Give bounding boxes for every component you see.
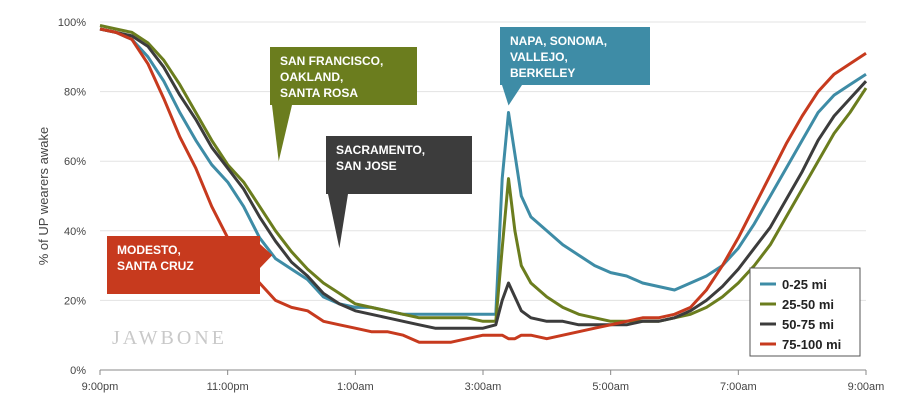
callout-label: VALLEJO, <box>510 50 568 64</box>
legend: 0-25 mi 25-50 mi 50-75 mi 75-100 mi <box>749 267 861 357</box>
callout-label: OAKLAND, <box>280 70 343 84</box>
x-tick-label: 11:00pm <box>207 381 249 393</box>
callout-3: NAPA, SONOMA, VALLEJO, BERKELEY <box>500 27 650 106</box>
x-tick-label: 1:00am <box>337 381 374 393</box>
jawbone-watermark: JAWBONE <box>112 327 227 349</box>
callouts: SAN FRANCISCO, OAKLAND, SANTA ROSA SACRAMEN… <box>107 27 650 294</box>
callout-box <box>107 236 260 294</box>
y-tick-label: 80% <box>64 87 86 99</box>
series-line-50-75mi <box>99 27 868 330</box>
y-tick-label: 0% <box>70 365 86 377</box>
callout-pointer <box>272 105 292 162</box>
callout-box <box>326 136 472 194</box>
callout-pointer <box>502 85 522 106</box>
x-tick-label: 5:00am <box>592 381 629 393</box>
legend-label: 25-50 mi <box>782 297 834 312</box>
callout-label: SANTA ROSA <box>280 86 358 100</box>
y-tick-label: 40% <box>64 226 86 238</box>
callout-label: NAPA, SONOMA, <box>510 34 607 48</box>
callout-label: MODESTO, <box>117 243 181 257</box>
callout-box <box>270 47 417 105</box>
y-axis-label: % of UP wearers awake <box>36 127 51 266</box>
y-tick-label: 20% <box>64 295 86 307</box>
callout-1: SAN FRANCISCO, OAKLAND, SANTA ROSA <box>270 47 417 162</box>
callout-pointer <box>328 194 348 249</box>
y-tick-label: 60% <box>64 156 86 168</box>
callout-box <box>500 27 650 85</box>
series-line-25-50mi <box>99 24 868 323</box>
legend-label: 75-100 mi <box>782 337 841 352</box>
callout-4: MODESTO, SANTA CRUZ <box>107 236 273 294</box>
y-tick-label: 100% <box>58 17 86 29</box>
x-tick-label: 3:00am <box>465 381 502 393</box>
legend-label: 0-25 mi <box>782 277 827 292</box>
axes: 0% 20% 40% 60% 80% 100% 9:00pm 11:00pm 1:00am 3:0… <box>58 17 884 393</box>
legend-label: 50-75 mi <box>782 317 834 332</box>
callout-label: SACRAMENTO, <box>336 143 425 157</box>
x-tick-label: 7:00am <box>720 381 757 393</box>
series-line-0-25mi <box>99 27 867 316</box>
callout-label: BERKELEY <box>510 66 575 80</box>
x-tick-label: 9:00am <box>848 381 885 393</box>
callout-pointer <box>260 244 273 268</box>
callout-label: SANTA CRUZ <box>117 259 194 273</box>
callout-label: SAN JOSE <box>336 159 397 173</box>
callout-label: SAN FRANCISCO, <box>280 54 383 68</box>
callout-2: SACRAMENTO, SAN JOSE <box>326 136 472 249</box>
x-tick-label: 9:00pm <box>82 381 119 393</box>
